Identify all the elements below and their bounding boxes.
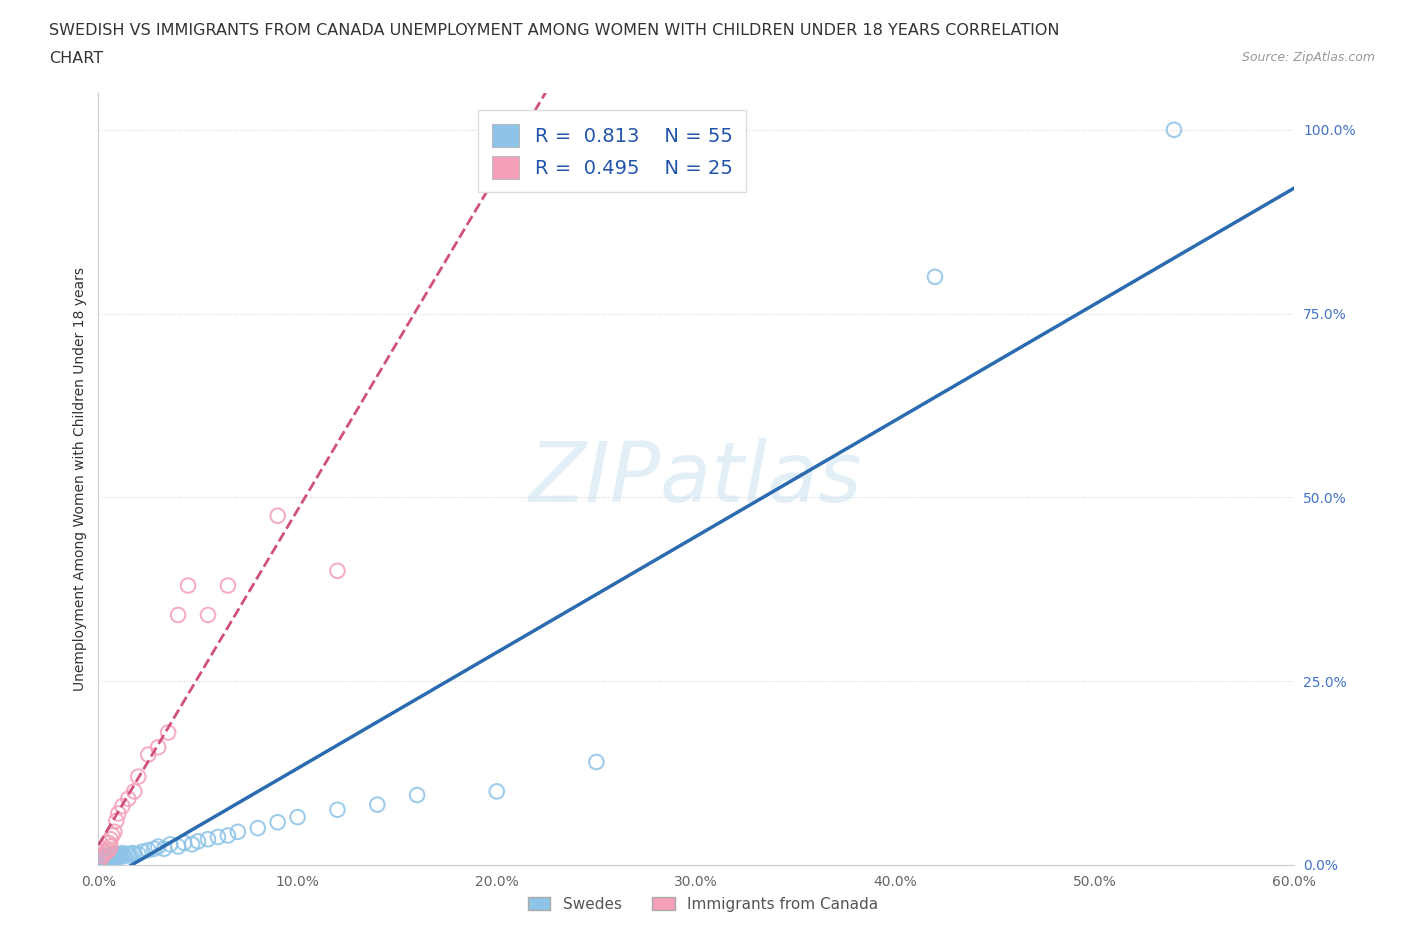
Point <box>127 846 149 861</box>
Text: Source: ZipAtlas.com: Source: ZipAtlas.com <box>1241 51 1375 64</box>
Point <box>127 769 149 784</box>
Point <box>97 850 120 865</box>
Point <box>93 849 115 864</box>
Point <box>153 842 176 857</box>
Point <box>924 270 946 285</box>
Point <box>287 810 309 825</box>
Text: ZIPatlas: ZIPatlas <box>529 438 863 520</box>
Point <box>117 791 139 806</box>
Point <box>91 849 114 864</box>
Point <box>217 578 239 593</box>
Point <box>136 747 159 762</box>
Point <box>103 824 125 839</box>
Point <box>91 850 114 865</box>
Point <box>107 847 129 862</box>
Point <box>117 847 139 862</box>
Point <box>124 846 146 861</box>
Point <box>98 831 122 846</box>
Point <box>585 754 607 769</box>
Text: SWEDISH VS IMMIGRANTS FROM CANADA UNEMPLOYMENT AMONG WOMEN WITH CHILDREN UNDER 1: SWEDISH VS IMMIGRANTS FROM CANADA UNEMPL… <box>49 23 1060 38</box>
Point <box>136 843 159 857</box>
Point <box>91 852 114 867</box>
Point <box>97 843 120 857</box>
Point <box>103 852 125 867</box>
Text: CHART: CHART <box>49 51 103 66</box>
Point <box>226 824 249 839</box>
Point <box>121 845 143 860</box>
Point <box>93 852 115 867</box>
Point <box>167 607 190 622</box>
Point <box>406 788 429 803</box>
Legend: Swedes, Immigrants from Canada: Swedes, Immigrants from Canada <box>522 890 884 918</box>
Point <box>111 845 134 860</box>
Point <box>103 848 125 863</box>
Point <box>1163 123 1185 138</box>
Point <box>97 852 120 867</box>
Point <box>177 578 200 593</box>
Point <box>187 834 209 849</box>
Legend: R =  0.813    N = 55, R =  0.495    N = 25: R = 0.813 N = 55, R = 0.495 N = 25 <box>478 111 747 193</box>
Point <box>143 842 166 857</box>
Point <box>101 828 124 843</box>
Point <box>485 784 508 799</box>
Point <box>101 847 124 862</box>
Point <box>112 849 135 864</box>
Point <box>207 830 229 844</box>
Point <box>326 564 349 578</box>
Point <box>124 784 146 799</box>
Point <box>267 815 290 830</box>
Point <box>246 820 269 835</box>
Point <box>98 851 122 866</box>
Point <box>197 831 219 846</box>
Point <box>115 846 138 861</box>
Point <box>159 837 181 852</box>
Point <box>111 848 134 863</box>
Point <box>105 814 128 829</box>
Point <box>366 797 388 812</box>
Point <box>148 839 170 854</box>
Point <box>97 848 120 863</box>
Point <box>96 852 118 867</box>
Point <box>326 803 349 817</box>
Point <box>93 851 115 866</box>
Point <box>107 806 129 821</box>
Point <box>157 725 180 740</box>
Point <box>107 850 129 865</box>
Point <box>93 846 115 861</box>
Point <box>105 849 128 864</box>
Y-axis label: Unemployment Among Women with Children Under 18 years: Unemployment Among Women with Children U… <box>73 267 87 691</box>
Point <box>167 839 190 854</box>
Point <box>110 849 132 864</box>
Point <box>111 799 134 814</box>
Point <box>89 854 111 869</box>
Point <box>96 844 118 859</box>
Point <box>173 835 195 850</box>
Point <box>267 509 290 524</box>
Point <box>181 837 204 852</box>
Point <box>148 740 170 755</box>
Point <box>197 607 219 622</box>
Point <box>101 850 124 865</box>
Point <box>96 849 118 864</box>
Point <box>97 835 120 850</box>
Point <box>131 844 153 859</box>
Point <box>105 846 128 861</box>
Point <box>89 852 111 867</box>
Point <box>98 839 122 854</box>
Point <box>98 849 122 864</box>
Point <box>120 848 142 863</box>
Point <box>217 828 239 843</box>
